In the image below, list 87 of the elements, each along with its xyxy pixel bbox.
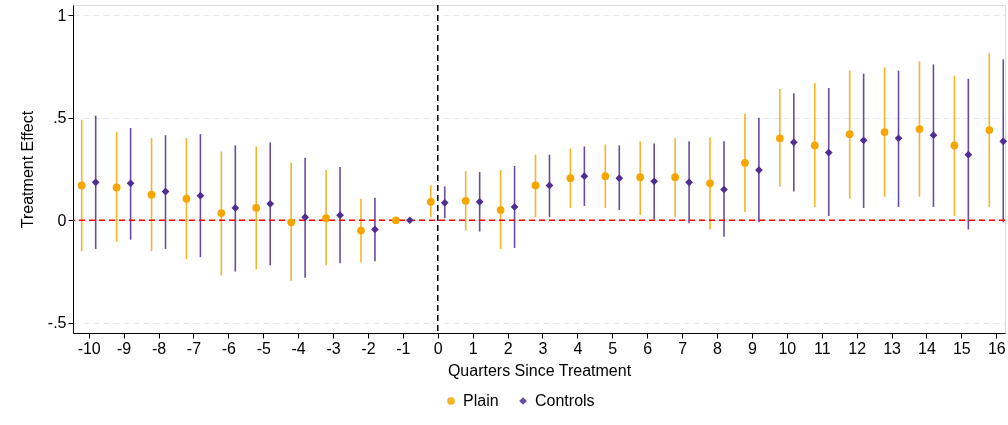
point bbox=[77, 181, 86, 190]
x-tick-label: 6 bbox=[643, 339, 653, 357]
x-tick-label: -1 bbox=[396, 339, 411, 357]
point bbox=[894, 134, 903, 143]
point bbox=[182, 194, 191, 203]
point bbox=[880, 128, 889, 136]
point bbox=[301, 213, 309, 222]
x-tick-label: 9 bbox=[747, 339, 757, 357]
x-tick-label: 1 bbox=[468, 339, 478, 357]
x-tick-label: 3 bbox=[538, 339, 548, 357]
point bbox=[615, 174, 624, 183]
point bbox=[91, 178, 100, 187]
point bbox=[392, 216, 400, 225]
point bbox=[915, 125, 924, 133]
point bbox=[371, 225, 379, 234]
point bbox=[580, 172, 589, 181]
point bbox=[789, 138, 798, 147]
point bbox=[950, 141, 959, 150]
point bbox=[964, 150, 973, 159]
x-tick-label: 4 bbox=[573, 339, 583, 357]
x-tick-label: 10 bbox=[778, 339, 797, 357]
point bbox=[231, 204, 240, 212]
point bbox=[475, 197, 484, 206]
legend-label: Plain bbox=[463, 392, 499, 409]
y-tick-label: -.5 bbox=[47, 314, 67, 332]
x-tick-label: -10 bbox=[77, 339, 101, 357]
point bbox=[322, 214, 330, 223]
x-tick-label: 5 bbox=[608, 339, 618, 357]
x-tick-label: 12 bbox=[848, 339, 867, 357]
y-tick-label: 0 bbox=[57, 211, 67, 229]
x-tick-label: 11 bbox=[813, 339, 831, 357]
legend-label: Controls bbox=[535, 392, 595, 409]
point bbox=[650, 177, 659, 186]
point bbox=[266, 199, 275, 208]
point bbox=[287, 218, 296, 227]
x-tick-label: 15 bbox=[952, 339, 971, 357]
point bbox=[810, 141, 819, 150]
x-tick-label: -6 bbox=[221, 339, 237, 357]
x-tick-label: 13 bbox=[883, 339, 902, 357]
point bbox=[775, 134, 784, 143]
point bbox=[126, 179, 135, 188]
point bbox=[601, 172, 610, 181]
x-tick-label: -4 bbox=[291, 339, 306, 357]
point bbox=[112, 183, 121, 192]
x-axis-title: Quarters Since Treatment bbox=[447, 361, 632, 379]
point bbox=[461, 196, 470, 205]
x-tick-label: -3 bbox=[326, 339, 341, 357]
point bbox=[357, 226, 365, 235]
point bbox=[147, 190, 156, 199]
point bbox=[999, 137, 1008, 146]
x-tick-label: 14 bbox=[918, 339, 936, 357]
point bbox=[685, 178, 693, 187]
point bbox=[929, 131, 938, 140]
x-tick-label: -7 bbox=[186, 339, 202, 357]
point bbox=[636, 173, 645, 182]
point bbox=[217, 209, 226, 217]
point bbox=[196, 191, 205, 200]
point bbox=[510, 203, 519, 211]
point bbox=[252, 204, 261, 212]
x-tick-label: -2 bbox=[361, 339, 376, 357]
point bbox=[720, 185, 728, 194]
point bbox=[545, 181, 554, 190]
point bbox=[496, 206, 505, 214]
point bbox=[336, 211, 344, 219]
y-tick-label: .5 bbox=[53, 109, 67, 127]
point bbox=[405, 216, 414, 225]
point bbox=[859, 136, 868, 145]
x-tick-label: 2 bbox=[503, 339, 513, 357]
x-tick-label: -5 bbox=[256, 339, 271, 357]
x-tick-label: -8 bbox=[151, 339, 167, 357]
point bbox=[845, 130, 854, 139]
x-tick-label: 8 bbox=[713, 339, 723, 357]
point bbox=[566, 174, 575, 183]
point bbox=[741, 158, 749, 167]
point bbox=[985, 126, 994, 134]
point bbox=[671, 173, 680, 182]
point bbox=[440, 198, 449, 207]
x-tick-label: -9 bbox=[117, 339, 132, 357]
y-tick-label: 1 bbox=[57, 6, 67, 24]
point bbox=[426, 197, 435, 206]
point bbox=[706, 179, 714, 188]
x-tick-label: 0 bbox=[433, 339, 443, 357]
x-tick-label: 16 bbox=[987, 339, 1006, 357]
y-axis-title: Treatment Effect bbox=[18, 110, 36, 229]
x-tick-label: 7 bbox=[678, 339, 688, 357]
point bbox=[824, 148, 833, 157]
point bbox=[531, 181, 540, 190]
